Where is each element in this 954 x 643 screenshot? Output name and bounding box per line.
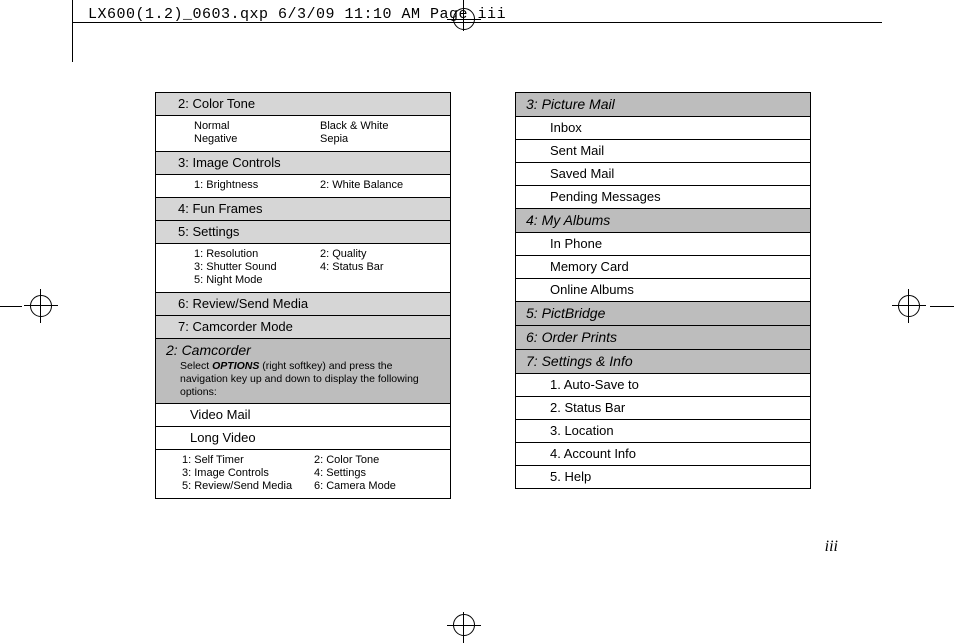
row-pending: Pending Messages: [516, 185, 810, 208]
row-funframes: 4: Fun Frames: [156, 197, 450, 220]
opt: 1: Brightness: [194, 179, 316, 191]
note-pre: Select: [180, 360, 212, 372]
row-memorycard: Memory Card: [516, 255, 810, 278]
opt: Sepia: [320, 133, 442, 145]
opt: 6: Camera Mode: [314, 480, 442, 492]
opt: 3: Shutter Sound: [194, 261, 316, 273]
note-bold: OPTIONS: [212, 360, 259, 372]
opt: Normal: [194, 120, 316, 132]
tick-left: [0, 306, 22, 307]
reg-mark-left: [24, 289, 58, 323]
row-accountinfo: 4. Account Info: [516, 442, 810, 465]
row-onlinealbums: Online Albums: [516, 278, 810, 301]
reg-mark-right: [892, 289, 926, 323]
row-settings-opts: 1: Resolution 2: Quality 3: Shutter Soun…: [156, 243, 450, 292]
menu-panel-right: 3: Picture Mail Inbox Sent Mail Saved Ma…: [515, 92, 811, 489]
slug-line: LX600(1.2)_0603.qxp 6/3/09 11:10 AM Page…: [88, 6, 506, 23]
opt: 4: Settings: [314, 467, 442, 479]
row-colortone-opts: Normal Black & White Negative Sepia: [156, 115, 450, 151]
row-myalbums: 4: My Albums: [516, 208, 810, 232]
row-longvideo: Long Video: [156, 426, 450, 449]
row-orderprints: 6: Order Prints: [516, 325, 810, 349]
row-location: 3. Location: [516, 419, 810, 442]
opt: 5: Review/Send Media: [182, 480, 310, 492]
row-imagecontrols-opts: 1: Brightness 2: White Balance: [156, 174, 450, 197]
page-number: iii: [825, 538, 838, 556]
opt: 1: Self Timer: [182, 454, 310, 466]
row-videomail: Video Mail: [156, 403, 450, 426]
opt: 2: Color Tone: [314, 454, 442, 466]
tick-right: [930, 306, 954, 307]
row-imagecontrols: 3: Image Controls: [156, 151, 450, 174]
row-camcordermode: 7: Camcorder Mode: [156, 315, 450, 338]
row-inphone: In Phone: [516, 232, 810, 255]
row-camcorder: 2: Camcorder Select OPTIONS (right softk…: [156, 338, 450, 403]
row-reviewsend: 6: Review/Send Media: [156, 292, 450, 315]
row-camcorder-note: Select OPTIONS (right softkey) and press…: [166, 358, 442, 399]
row-savedmail: Saved Mail: [516, 162, 810, 185]
row-help: 5. Help: [516, 465, 810, 488]
opt: 2: White Balance: [320, 179, 442, 191]
opt: 5: Night Mode: [194, 274, 316, 286]
menu-panel-left: 2: Color Tone Normal Black & White Negat…: [155, 92, 451, 499]
row-settings: 5: Settings: [156, 220, 450, 243]
row-statusbar: 2. Status Bar: [516, 396, 810, 419]
row-autosave: 1. Auto-Save to: [516, 373, 810, 396]
page: LX600(1.2)_0603.qxp 6/3/09 11:10 AM Page…: [0, 0, 954, 643]
opt: 2: Quality: [320, 248, 442, 260]
row-picturemail: 3: Picture Mail: [516, 93, 810, 116]
opt: 4: Status Bar: [320, 261, 442, 273]
opt: Black & White: [320, 120, 442, 132]
row-camcorder-footer: 1: Self Timer 2: Color Tone 3: Image Con…: [156, 449, 450, 498]
row-inbox: Inbox: [516, 116, 810, 139]
row-sentmail: Sent Mail: [516, 139, 810, 162]
opt: Negative: [194, 133, 316, 145]
opt: 1: Resolution: [194, 248, 316, 260]
row-settingsinfo: 7: Settings & Info: [516, 349, 810, 373]
reg-mark-bottom: [447, 612, 481, 643]
row-colortone: 2: Color Tone: [156, 93, 450, 115]
reg-mark-top: [447, 0, 481, 31]
opt: 3: Image Controls: [182, 467, 310, 479]
left-crop-vrule: [72, 0, 73, 62]
row-camcorder-title: 2: Camcorder: [166, 342, 251, 358]
row-pictbridge: 5: PictBridge: [516, 301, 810, 325]
